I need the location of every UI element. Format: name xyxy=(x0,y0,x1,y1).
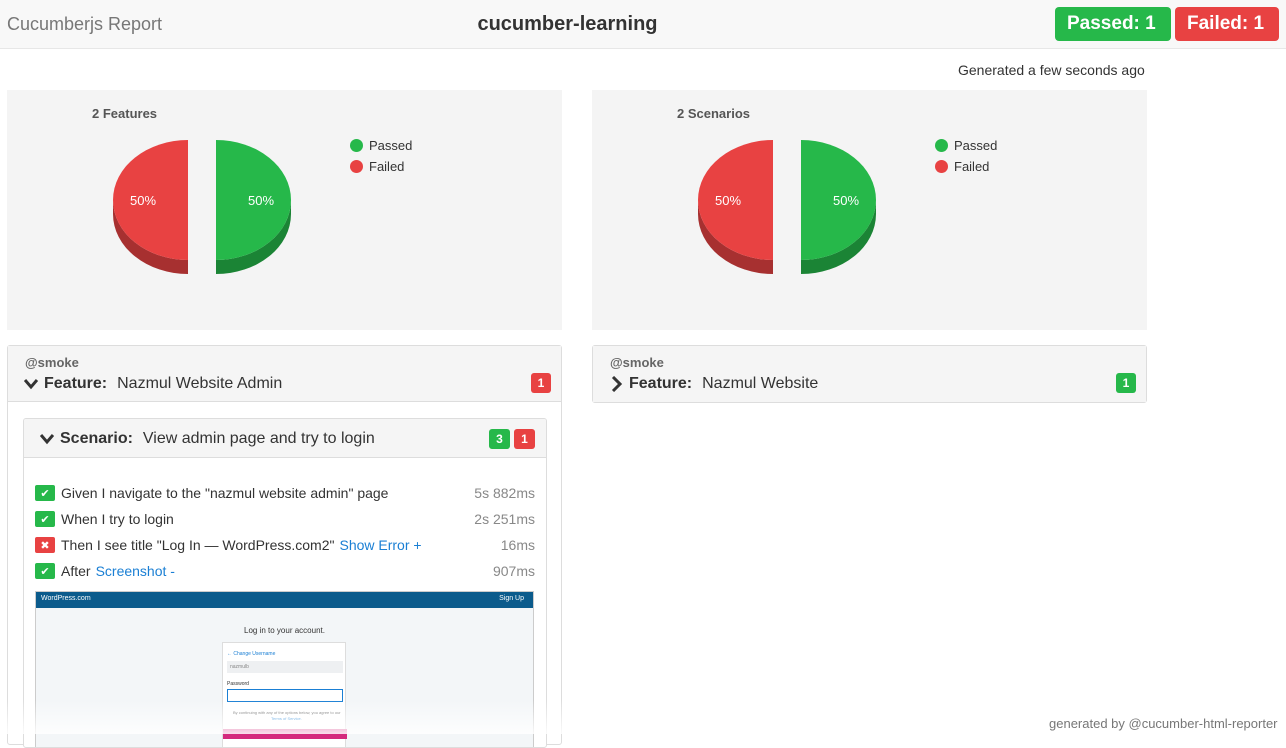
feature-tag: @smoke xyxy=(610,355,664,370)
project-title: cucumber-learning xyxy=(477,13,658,35)
footer-fade xyxy=(0,700,1286,734)
feature-keyword: Feature: xyxy=(44,375,108,392)
step-keyword: When xyxy=(61,511,98,527)
step-row: ✔ After Screenshot - 907ms xyxy=(35,561,535,581)
screenshot-username-field: nazmulb xyxy=(227,661,343,673)
feature-header[interactable]: @smoke Feature: Nazmul Website Admin 1 xyxy=(8,346,561,402)
chevron-down-icon[interactable] xyxy=(40,431,54,447)
step-keyword: Given xyxy=(61,485,98,501)
pie-slice-passed[interactable] xyxy=(801,140,876,260)
feature-failed-count-badge: 1 xyxy=(531,373,551,393)
top-navbar: Cucumberjs Report cucumber-learning Pass… xyxy=(0,0,1286,49)
check-icon: ✔ xyxy=(35,511,55,527)
feature-panel-admin: @smoke Feature: Nazmul Website Admin 1 S… xyxy=(7,345,562,748)
feature-title[interactable]: Feature: Nazmul Website xyxy=(609,375,818,393)
feature-tag: @smoke xyxy=(25,355,79,370)
legend-failed-dot-icon xyxy=(350,160,363,173)
brand-title[interactable]: Cucumberjs Report xyxy=(7,14,163,34)
chart-legend: Passed Failed xyxy=(935,135,997,177)
screenshot-heading: Log in to your account. xyxy=(244,626,325,635)
show-error-link[interactable]: Show Error + xyxy=(339,537,422,553)
screenshot-change-username: ← Change Username xyxy=(227,651,276,657)
screenshot-wp-header: WordPress.com Sign Up xyxy=(36,592,533,608)
legend-label: Failed xyxy=(369,159,405,174)
legend-passed-dot-icon xyxy=(935,139,948,152)
step-duration: 16ms xyxy=(500,537,535,553)
scenarios-chart-panel: 2 Scenarios 50% 50% Passed Failed xyxy=(592,90,1147,330)
cross-icon: ✖ xyxy=(35,537,55,553)
step-duration: 2s 251ms xyxy=(474,511,535,527)
legend-passed-dot-icon xyxy=(350,139,363,152)
scenarios-pie-chart: 50% 50% xyxy=(698,140,876,274)
scenario-panel: Scenario: View admin page and try to log… xyxy=(23,418,547,748)
step-text: I try to login xyxy=(101,511,174,527)
feature-panel-website: @smoke Feature: Nazmul Website 1 xyxy=(592,345,1147,403)
passed-total-badge: Passed: 1 xyxy=(1055,7,1171,41)
chevron-right-icon[interactable] xyxy=(609,376,623,392)
legend-label: Failed xyxy=(954,159,990,174)
legend-item-failed[interactable]: Failed xyxy=(935,156,997,177)
step-row: ✔ When I try to login 2s 251ms xyxy=(35,509,535,529)
step-text: I see title "Log In — WordPress.com2" xyxy=(96,537,335,553)
screenshot-toggle-link[interactable]: Screenshot - xyxy=(95,563,175,579)
pie-slice-passed-side xyxy=(801,200,876,274)
feature-passed-count-badge: 1 xyxy=(1116,373,1136,393)
step-duration: 5s 882ms xyxy=(474,485,535,501)
check-icon: ✔ xyxy=(35,485,55,501)
step-duration: 907ms xyxy=(492,563,535,579)
pie-slice-failed-side xyxy=(698,200,773,274)
scenario-passed-count-badge: 3 xyxy=(489,429,510,449)
scenario-keyword: Scenario: xyxy=(60,430,133,447)
feature-keyword: Feature: xyxy=(629,375,693,392)
feature-header[interactable]: @smoke Feature: Nazmul Website 1 xyxy=(593,346,1146,402)
pie-slice-label: 50% xyxy=(248,193,274,208)
scenario-failed-count-badge: 1 xyxy=(514,429,535,449)
feature-name: Nazmul Website Admin xyxy=(117,375,283,392)
features-chart-panel: 2 Features 50% 50% Passed Failed xyxy=(7,90,562,330)
chevron-down-icon[interactable] xyxy=(24,376,38,392)
wordpress-logo: WordPress.com xyxy=(41,595,91,602)
chart-title: 2 Features xyxy=(92,106,158,121)
footer-credit: generated by @cucumber-html-reporter xyxy=(1049,716,1278,731)
legend-label: Passed xyxy=(954,138,998,153)
legend-label: Passed xyxy=(369,138,413,153)
generated-timestamp: Generated a few seconds ago xyxy=(958,62,1145,78)
step-keyword: After xyxy=(61,563,91,579)
pie-slice-failed-side xyxy=(113,200,188,274)
legend-failed-dot-icon xyxy=(935,160,948,173)
scenario-name: View admin page and try to login xyxy=(142,430,375,447)
legend-item-passed[interactable]: Passed xyxy=(350,135,412,156)
features-pie-chart: 50% 50% xyxy=(113,140,291,274)
step-row: ✖ Then I see title "Log In — WordPress.c… xyxy=(35,535,535,555)
legend-item-failed[interactable]: Failed xyxy=(350,156,412,177)
pie-slice-label: 50% xyxy=(130,193,156,208)
scenario-title[interactable]: Scenario: View admin page and try to log… xyxy=(40,430,375,448)
feature-title[interactable]: Feature: Nazmul Website Admin xyxy=(24,375,282,393)
step-row: ✔ Given I navigate to the "nazmul websit… xyxy=(35,483,535,503)
chart-legend: Passed Failed xyxy=(350,135,412,177)
failed-total-badge: Failed: 1 xyxy=(1175,7,1279,41)
pie-slice-passed-side xyxy=(216,200,291,274)
pie-slice-label: 50% xyxy=(833,193,859,208)
step-keyword: Then xyxy=(61,537,93,553)
check-icon: ✔ xyxy=(35,563,55,579)
chart-title: 2 Scenarios xyxy=(677,106,750,121)
pie-slice-failed[interactable] xyxy=(698,140,773,260)
screenshot-password-label: Password xyxy=(227,681,249,687)
legend-item-passed[interactable]: Passed xyxy=(935,135,997,156)
step-text: I navigate to the "nazmul website admin"… xyxy=(101,485,389,501)
screenshot-signup-text: Sign Up xyxy=(499,595,524,602)
scenario-header[interactable]: Scenario: View admin page and try to log… xyxy=(24,419,546,458)
pie-slice-passed[interactable] xyxy=(216,140,291,260)
feature-name: Nazmul Website xyxy=(702,375,819,392)
pie-slice-failed[interactable] xyxy=(113,140,188,260)
pie-slice-label: 50% xyxy=(715,193,741,208)
